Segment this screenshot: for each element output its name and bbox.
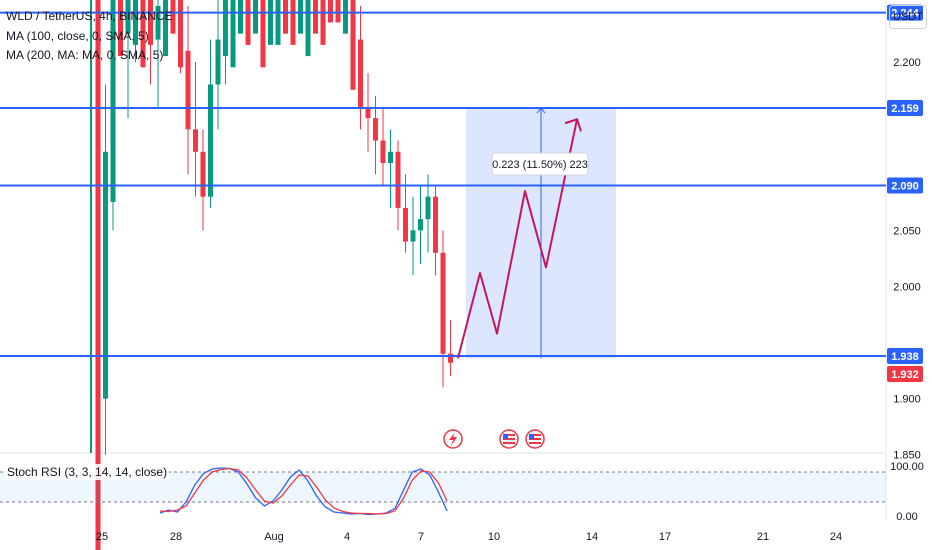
horizontal-levels[interactable]: 2.244 2.159 2.090 1.938 1.932	[0, 4, 923, 382]
level-price-label: 2.244	[891, 8, 919, 20]
stoch-rsi-legend[interactable]: Stoch RSI (3, 3, 14, 14, close)	[5, 464, 170, 480]
time-tick-label: 17	[659, 531, 671, 543]
candle-body	[268, 0, 273, 45]
level-price-label: 2.090	[891, 180, 919, 192]
candle-body	[103, 151, 108, 399]
time-tick-label: 24	[830, 531, 842, 543]
candle-body	[200, 151, 206, 197]
price-tick-label: 2.050	[893, 225, 921, 237]
us-flag-icon[interactable]	[525, 429, 545, 449]
candle-body	[410, 230, 416, 242]
candle-body	[125, 0, 131, 34]
stoch-tick-label: 0.00	[896, 511, 917, 523]
measure-label: 0.223 (11.50%) 223	[491, 152, 589, 176]
level-price-tag[interactable]	[887, 177, 923, 194]
candle-body	[260, 0, 266, 68]
price-tick-label: 2.200	[893, 57, 921, 69]
level-price-tag[interactable]	[887, 4, 923, 21]
candle-body	[110, 0, 116, 202]
candle-body	[418, 219, 423, 231]
currency-unit-button[interactable]: USDT	[889, 5, 927, 29]
candle-body	[433, 196, 438, 253]
time-tick-label: 14	[586, 531, 598, 543]
candle-body	[365, 106, 371, 119]
level-price-tag[interactable]	[887, 348, 923, 364]
time-tick-label: 28	[170, 531, 182, 543]
candle-body	[328, 0, 333, 23]
candle-body	[238, 0, 243, 34]
candle-body	[358, 39, 363, 107]
candle-body	[320, 0, 326, 45]
level-price-label: 2.159	[891, 103, 919, 115]
lightning-icon[interactable]	[443, 429, 463, 449]
level-price-tag[interactable]	[887, 366, 923, 382]
candle-body	[373, 118, 378, 141]
projection-arrowhead	[564, 117, 582, 132]
candle-body	[178, 0, 183, 68]
candle-body	[290, 0, 296, 45]
candle-body	[208, 84, 213, 197]
candle-body	[155, 5, 161, 40]
candle-body	[223, 0, 228, 57]
price-tick-label: 2.000	[893, 281, 921, 293]
time-tick-label: 10	[488, 531, 500, 543]
candle-body	[95, 0, 101, 550]
candle-body	[313, 0, 318, 34]
candle-body	[283, 0, 288, 34]
candle-body	[388, 151, 393, 164]
time-tick-label: 4	[344, 531, 350, 543]
candle-body	[185, 50, 191, 130]
time-axis[interactable]: 25 28 Aug 4 7 10 14 17 21 24	[96, 531, 842, 543]
candle-body	[118, 0, 123, 57]
stoch-d-line	[159, 467, 448, 515]
event-markers[interactable]	[443, 429, 545, 449]
price-tick-label: 1.850	[893, 450, 921, 462]
candle-body	[335, 0, 341, 23]
candle-body	[215, 39, 221, 85]
candle-body	[163, 0, 168, 57]
ma200-legend[interactable]: MA (200, MA: MA, 0, SMA, 5)	[6, 48, 164, 62]
candle-body	[170, 0, 176, 34]
stoch-axis: 100.00 0.00	[890, 461, 924, 523]
candle-body	[380, 140, 386, 164]
candle-body	[245, 0, 251, 45]
candle-body	[148, 0, 153, 45]
candle-body	[305, 0, 311, 57]
symbol-legend[interactable]: WLD / TetherUS, 4h, BINANCE	[6, 9, 173, 23]
candle-body	[275, 0, 281, 45]
candle-body	[343, 0, 348, 34]
candle-body	[440, 252, 446, 354]
time-tick-label: 25	[96, 531, 108, 543]
level-price-label: 1.938	[891, 351, 919, 363]
time-tick-label: Aug	[264, 531, 284, 543]
candle-body	[230, 0, 236, 68]
time-tick-label: 7	[418, 531, 424, 543]
candle-body	[425, 196, 431, 220]
candle-body	[298, 0, 303, 34]
stoch-tick-label: 100.00	[890, 461, 924, 473]
measure-label-text: 0.223 (11.50%) 223	[492, 159, 588, 171]
candle-body	[193, 129, 198, 152]
level-price-tag[interactable]	[887, 100, 923, 117]
candle-body	[403, 207, 408, 242]
price-tick-label: 1.900	[893, 394, 921, 406]
candle-body	[395, 151, 401, 208]
candle-body	[350, 0, 356, 90]
candle-body	[133, 0, 138, 45]
us-flag-icon[interactable]	[499, 429, 519, 449]
time-tick-label: 21	[757, 531, 769, 543]
ma100-legend[interactable]: MA (100, close, 0, SMA, 5)	[6, 29, 149, 43]
candle-body	[253, 0, 258, 34]
candle-body	[448, 353, 453, 363]
projection-path[interactable]	[457, 119, 578, 359]
candle-body	[140, 0, 146, 68]
level-price-label: 1.932	[891, 369, 919, 381]
